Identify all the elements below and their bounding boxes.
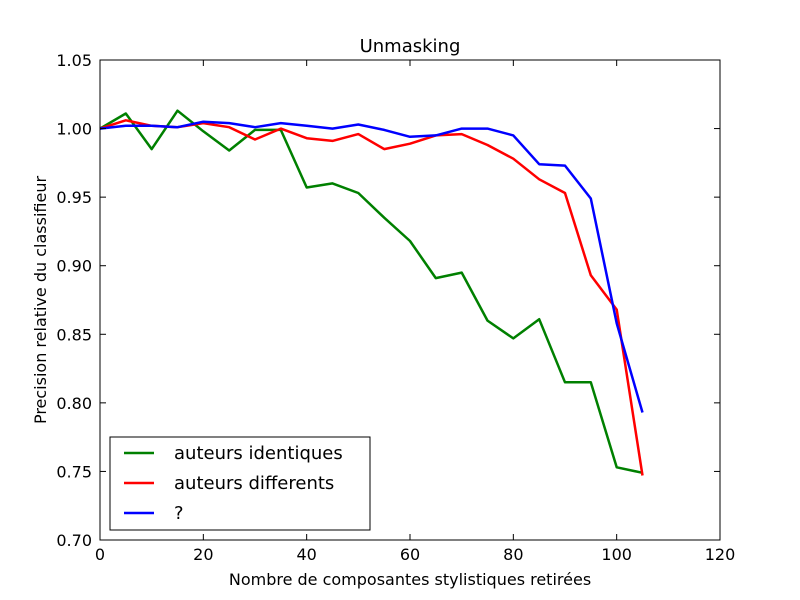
legend-label-3: ? bbox=[174, 503, 184, 524]
y-axis-label: Precision relative du classifieur bbox=[31, 176, 50, 425]
y-tick-label: 0.85 bbox=[56, 325, 92, 344]
y-tick-label: 0.95 bbox=[56, 188, 92, 207]
y-tick-label: 0.70 bbox=[56, 531, 92, 550]
legend-label-1: auteurs identiques bbox=[174, 443, 343, 464]
y-tick-label: 0.90 bbox=[56, 257, 92, 276]
y-tick-label: 1.05 bbox=[56, 51, 92, 70]
y-tick-label: 1.00 bbox=[56, 120, 92, 139]
x-tick-label: 100 bbox=[601, 545, 632, 564]
chart-title: Unmasking bbox=[360, 36, 461, 57]
y-tick-label: 0.75 bbox=[56, 462, 92, 481]
x-tick-label: 20 bbox=[193, 545, 213, 564]
y-tick-label: 0.80 bbox=[56, 394, 92, 413]
x-axis-label: Nombre de composantes stylistiques retir… bbox=[229, 570, 591, 589]
series-line-3 bbox=[99, 120, 644, 413]
x-tick-label: 60 bbox=[400, 545, 420, 564]
legend-label-2: auteurs differents bbox=[174, 473, 334, 494]
series-line-1 bbox=[99, 109, 643, 475]
plot-area: 0 20 40 60 80 100 120 0.70 0.75 0.80 0.85 0.90 0.95 1… bbox=[56, 51, 735, 564]
legend: auteurs identiques auteurs differents? bbox=[109, 436, 371, 531]
x-tick-label: 40 bbox=[296, 545, 316, 564]
x-tick-label: 80 bbox=[503, 545, 523, 564]
series-line-2 bbox=[99, 119, 644, 476]
x-tick-label: 0 bbox=[95, 545, 105, 564]
x-tick-label: 120 bbox=[705, 545, 736, 564]
